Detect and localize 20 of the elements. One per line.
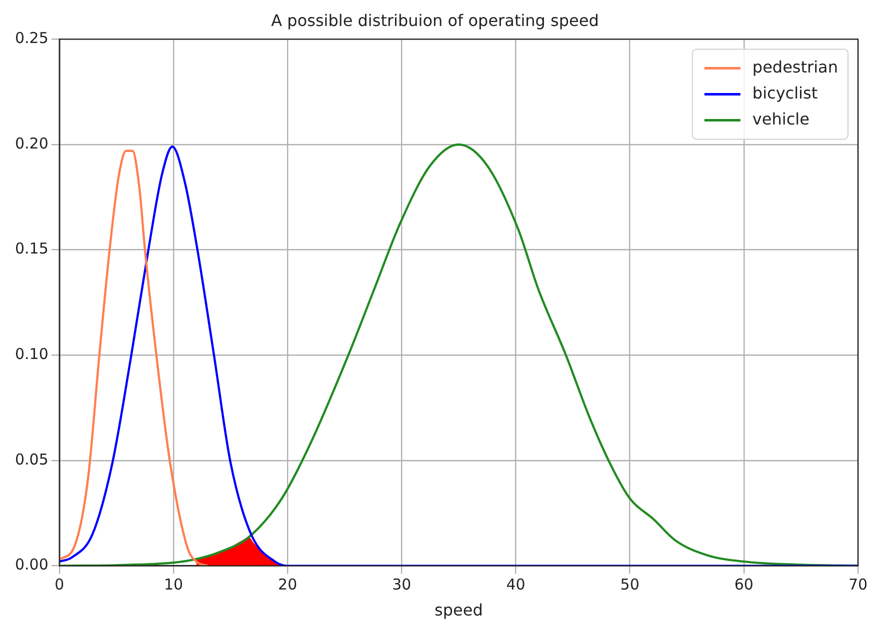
- y-tick-label: 0.25: [14, 29, 48, 48]
- legend-label: bicyclist: [752, 83, 818, 102]
- y-tick-label: 0.15: [14, 240, 48, 258]
- x-tick-label: 60: [734, 576, 754, 594]
- legend-label: pedestrian: [752, 57, 838, 76]
- x-tick-label: 30: [392, 576, 412, 594]
- chart-title: A possible distribuion of operating speed: [271, 10, 599, 30]
- y-tick-label: 0.00: [14, 556, 48, 574]
- x-tick-label: 50: [620, 576, 640, 594]
- x-tick-label: 70: [848, 576, 868, 594]
- y-tick-label: 0.10: [14, 345, 48, 364]
- x-tick-label: 10: [164, 576, 184, 594]
- x-tick-label: 40: [506, 576, 526, 594]
- y-tick-label: 0.20: [14, 134, 48, 152]
- line-series: [59, 150, 209, 566]
- x-tick-label: 20: [278, 576, 298, 594]
- x-tick-label: 0: [54, 576, 64, 594]
- y-tick-label: 0.05: [14, 450, 48, 468]
- legend-label: vehicle: [752, 109, 810, 128]
- x-axis-title: speed: [434, 600, 483, 620]
